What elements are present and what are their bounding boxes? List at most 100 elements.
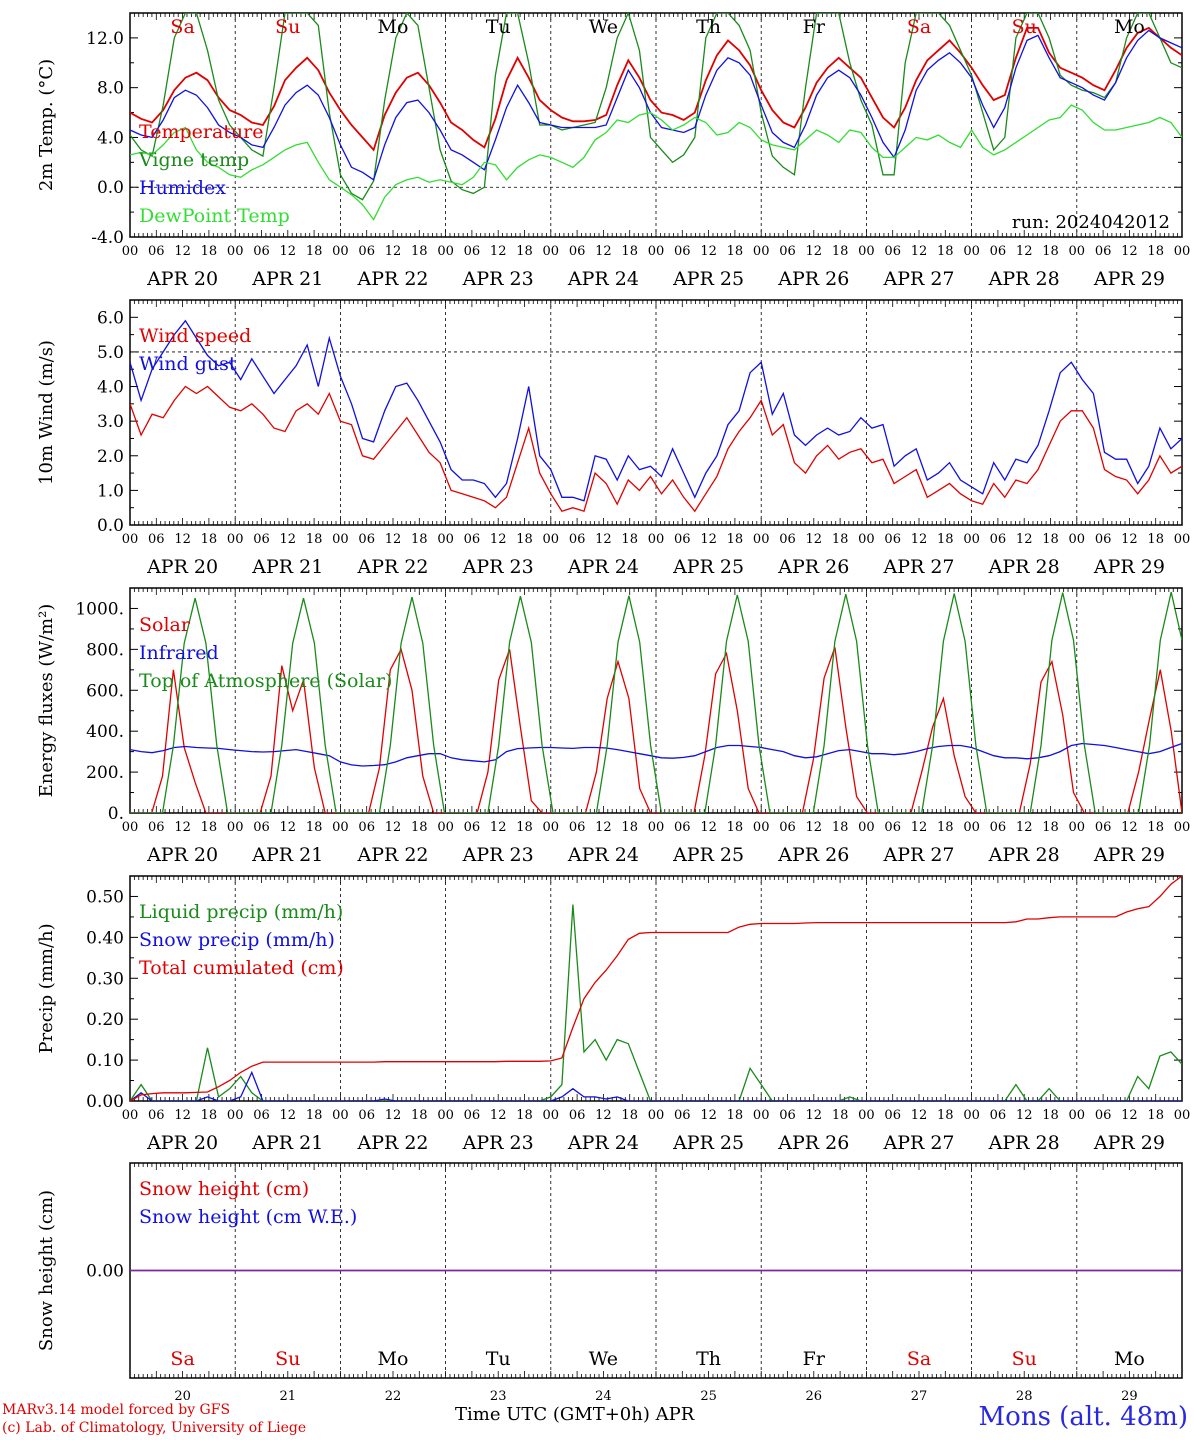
weekday-label: Su	[1012, 16, 1037, 38]
hour-label: 12	[1121, 1108, 1138, 1123]
hour-label: 00	[332, 820, 349, 835]
legend-entry: Top of Atmosphere (Solar)	[139, 670, 392, 692]
y-tick-label: 6.0	[97, 308, 124, 328]
hour-label: 00	[543, 244, 560, 259]
y-tick-label: 0.	[108, 804, 124, 824]
weekday-label: Th	[696, 16, 721, 38]
date-label: APR 26	[777, 844, 849, 866]
date-label: APR 22	[356, 556, 428, 578]
panel-1: -4.0 0.0 4.0 8.0 12.0 2m Temp. (°C) Temperatur…	[36, 12, 1190, 290]
hour-label: 06	[569, 820, 586, 835]
legend-entry: Solar	[139, 614, 191, 636]
hour-label: 18	[727, 244, 744, 259]
date-label: APR 24	[567, 268, 639, 290]
y-tick-label: 5.0	[97, 343, 124, 363]
date-label: APR 28	[988, 268, 1060, 290]
hour-label: 18	[306, 244, 323, 259]
date-label: APR 29	[1093, 268, 1165, 290]
legend-entry: Liquid precip (mm/h)	[139, 901, 343, 923]
date-label: APR 24	[567, 844, 639, 866]
series-line-4	[130, 104, 1182, 221]
hour-label: 06	[1095, 1108, 1112, 1123]
hour-label: 12	[806, 532, 823, 547]
hour-label: 12	[1121, 532, 1138, 547]
weekday-label: Fr	[803, 16, 826, 38]
hour-label: 06	[253, 532, 270, 547]
hour-label: 18	[411, 532, 428, 547]
hour-label: 00	[1069, 1108, 1086, 1123]
date-label: APR 27	[882, 1132, 954, 1154]
panel-5: 0.00 Snow height (cm) Snow height (cm) Snow…	[36, 1162, 1183, 1404]
hour-label: 18	[727, 532, 744, 547]
hour-label: 12	[911, 820, 928, 835]
date-label: APR 21	[251, 844, 323, 866]
day-number-label: 27	[911, 1389, 928, 1404]
hour-label: 06	[1095, 532, 1112, 547]
y-tick-label: 0.0	[97, 178, 124, 198]
date-label: APR 27	[882, 556, 954, 578]
hour-label: 00	[858, 532, 875, 547]
hour-label: 00	[437, 244, 454, 259]
hour-label: 18	[1147, 532, 1164, 547]
hour-label: 00	[753, 532, 770, 547]
hour-label: 00	[1174, 532, 1191, 547]
hour-label: 12	[806, 1108, 823, 1123]
hour-label: 06	[674, 820, 691, 835]
hour-label: 00	[963, 820, 980, 835]
hour-label: 00	[963, 244, 980, 259]
hour-label: 06	[884, 1108, 901, 1123]
hour-label: 18	[1042, 532, 1059, 547]
hour-label: 18	[1147, 1108, 1164, 1123]
day-number-label: 21	[280, 1389, 297, 1404]
hour-label: 18	[306, 532, 323, 547]
model-credit: MARv3.14 model forced by GFS	[2, 1402, 231, 1418]
hour-label: 18	[201, 244, 218, 259]
hour-label: 00	[648, 244, 665, 259]
weekday-label: Mo	[1114, 16, 1145, 38]
date-label: APR 20	[146, 268, 218, 290]
series-line-1	[130, 904, 1182, 1101]
hour-label: 12	[911, 532, 928, 547]
y-tick-label: 400.	[86, 722, 124, 742]
hour-label: 00	[543, 1108, 560, 1123]
hour-label: 00	[122, 820, 139, 835]
y-tick-label: -4.0	[91, 228, 124, 248]
hour-label: 18	[621, 244, 638, 259]
hour-label: 18	[516, 1108, 533, 1123]
hour-label: 12	[385, 1108, 402, 1123]
hour-label: 06	[148, 532, 165, 547]
hour-label: 06	[884, 532, 901, 547]
hour-label: 18	[621, 820, 638, 835]
hour-label: 06	[464, 820, 481, 835]
hour-label: 00	[648, 820, 665, 835]
hour-label: 00	[543, 532, 560, 547]
weekday-label: Tu	[486, 1348, 511, 1370]
y-tick-label: 0.40	[86, 928, 124, 948]
y-tick-label: 600.	[86, 681, 124, 701]
day-number-label: 22	[385, 1389, 402, 1404]
time-axis-label: Time UTC (GMT+0h)	[455, 1404, 650, 1425]
hour-label: 06	[1095, 820, 1112, 835]
y-tick-label: 800.	[86, 640, 124, 660]
hour-label: 18	[516, 532, 533, 547]
date-label: APR 28	[988, 556, 1060, 578]
hour-label: 00	[1174, 1108, 1191, 1123]
hour-label: 06	[779, 1108, 796, 1123]
weekday-label: Mo	[378, 1348, 409, 1370]
date-label: APR 26	[777, 268, 849, 290]
hour-label: 06	[674, 1108, 691, 1123]
weekday-label: Sa	[907, 1348, 931, 1370]
y-axis-label: Precip (mm/h)	[36, 923, 57, 1053]
legend-entry: DewPoint Temp	[139, 205, 290, 227]
date-label: APR 20	[146, 844, 218, 866]
date-label: APR 22	[356, 268, 428, 290]
hour-label: 12	[1016, 244, 1033, 259]
weekday-label: Tu	[486, 16, 511, 38]
weekday-label: Mo	[378, 16, 409, 38]
date-label: APR 23	[462, 268, 534, 290]
legend-entry: Total cumulated (cm)	[139, 957, 344, 979]
y-axis-label: Energy fluxes (W/m²)	[36, 604, 57, 798]
date-label: APR 24	[567, 1132, 639, 1154]
y-axis-label: Snow height (cm)	[36, 1190, 57, 1351]
hour-label: 00	[332, 1108, 349, 1123]
